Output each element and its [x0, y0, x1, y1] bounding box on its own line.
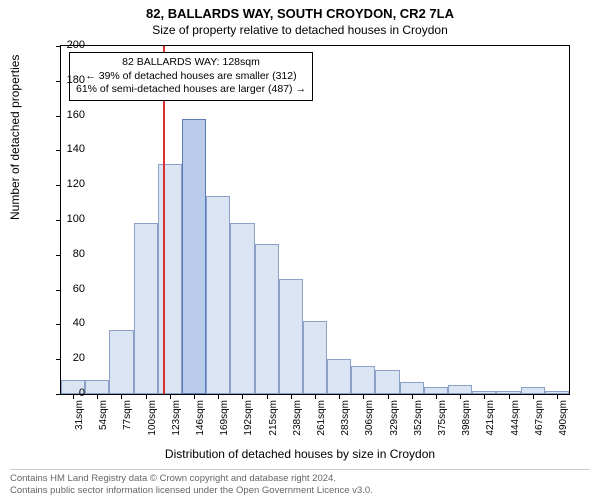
x-tick-label: 444sqm [510, 400, 521, 450]
x-tick-mark [363, 394, 364, 399]
histogram-bar [448, 385, 472, 394]
y-tick-label: 40 [55, 317, 85, 329]
x-tick-label: 490sqm [558, 400, 569, 450]
y-tick-label: 180 [55, 74, 85, 86]
x-tick-mark [533, 394, 534, 399]
x-tick-mark [388, 394, 389, 399]
x-tick-label: 146sqm [195, 400, 206, 450]
y-tick-label: 20 [55, 352, 85, 364]
y-tick-label: 0 [55, 387, 85, 399]
x-tick-mark [339, 394, 340, 399]
y-tick-label: 80 [55, 248, 85, 260]
y-tick-label: 100 [55, 213, 85, 225]
x-tick-mark [460, 394, 461, 399]
y-tick-label: 200 [55, 39, 85, 51]
chart-container: 82, BALLARDS WAY, SOUTH CROYDON, CR2 7LA… [0, 0, 600, 500]
x-tick-mark [146, 394, 147, 399]
annotation-line: 82 BALLARDS WAY: 128sqm [76, 56, 306, 70]
x-tick-mark [412, 394, 413, 399]
x-tick-label: 192sqm [243, 400, 254, 450]
y-axis-label: Number of detached properties [8, 55, 22, 220]
histogram-bar [85, 380, 109, 394]
x-tick-label: 306sqm [364, 400, 375, 450]
x-tick-label: 77sqm [122, 400, 133, 450]
y-tick-label: 120 [55, 178, 85, 190]
x-tick-mark [509, 394, 510, 399]
x-tick-mark [436, 394, 437, 399]
histogram-bar [182, 119, 206, 394]
footer-line-2: Contains public sector information licen… [10, 485, 590, 497]
histogram-bar [206, 196, 230, 394]
histogram-bar [279, 279, 303, 394]
footer-attribution: Contains HM Land Registry data © Crown c… [10, 469, 590, 497]
x-tick-mark [97, 394, 98, 399]
annotation-box: 82 BALLARDS WAY: 128sqm← 39% of detached… [69, 52, 313, 101]
x-tick-label: 352sqm [413, 400, 424, 450]
chart-title: 82, BALLARDS WAY, SOUTH CROYDON, CR2 7LA [0, 0, 600, 21]
x-tick-mark [170, 394, 171, 399]
x-tick-mark [267, 394, 268, 399]
chart-subtitle: Size of property relative to detached ho… [0, 21, 600, 37]
x-tick-label: 261sqm [316, 400, 327, 450]
histogram-bar [327, 359, 351, 394]
y-tick-label: 60 [55, 283, 85, 295]
plot-area: 82 BALLARDS WAY: 128sqm← 39% of detached… [60, 45, 570, 395]
x-tick-label: 100sqm [147, 400, 158, 450]
histogram-bar [255, 244, 279, 394]
histogram-bar [303, 321, 327, 394]
x-tick-label: 238sqm [292, 400, 303, 450]
histogram-bar [158, 164, 182, 394]
x-tick-label: 329sqm [389, 400, 400, 450]
histogram-bar [351, 366, 375, 394]
y-tick-label: 140 [55, 143, 85, 155]
x-tick-label: 31sqm [74, 400, 85, 450]
x-tick-label: 215sqm [268, 400, 279, 450]
histogram-bar [400, 382, 424, 394]
histogram-bar [230, 223, 254, 394]
histogram-bar [521, 387, 545, 394]
x-tick-mark [557, 394, 558, 399]
x-tick-label: 398sqm [461, 400, 472, 450]
x-tick-mark [484, 394, 485, 399]
histogram-bar [109, 330, 133, 394]
histogram-bar [134, 223, 158, 394]
x-tick-label: 375sqm [437, 400, 448, 450]
x-tick-mark [242, 394, 243, 399]
annotation-line: 61% of semi-detached houses are larger (… [76, 83, 306, 97]
x-tick-mark [121, 394, 122, 399]
histogram-bar [375, 370, 399, 394]
x-tick-mark [315, 394, 316, 399]
y-tick-label: 160 [55, 109, 85, 121]
x-tick-mark [291, 394, 292, 399]
histogram-bar [424, 387, 448, 394]
x-tick-label: 123sqm [171, 400, 182, 450]
annotation-line: ← 39% of detached houses are smaller (31… [76, 70, 306, 84]
footer-line-1: Contains HM Land Registry data © Crown c… [10, 473, 590, 485]
x-tick-label: 169sqm [219, 400, 230, 450]
x-tick-mark [218, 394, 219, 399]
x-tick-label: 283sqm [340, 400, 351, 450]
x-tick-label: 421sqm [485, 400, 496, 450]
x-tick-label: 467sqm [534, 400, 545, 450]
x-tick-mark [194, 394, 195, 399]
x-tick-label: 54sqm [98, 400, 109, 450]
